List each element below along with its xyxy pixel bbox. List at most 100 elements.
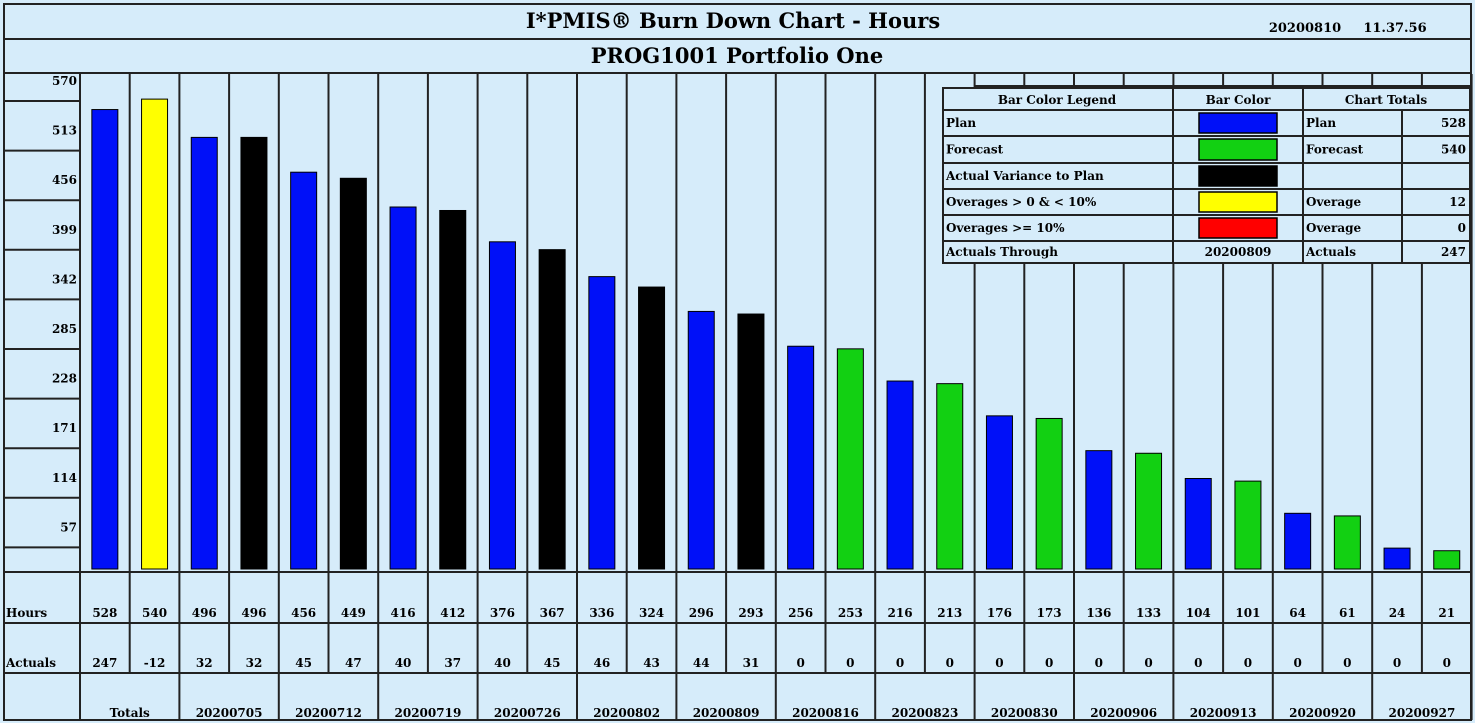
actuals-row-label: Actuals [5, 656, 56, 670]
hours-value: 367 [540, 606, 565, 620]
actuals-value: 0 [1144, 656, 1152, 670]
hours-value: 253 [838, 606, 863, 620]
bar [339, 177, 367, 570]
actuals-value: 31 [743, 656, 760, 670]
hours-value: 101 [1235, 606, 1260, 620]
period-label: 20200809 [693, 706, 760, 720]
legend-total-label: Plan [1306, 116, 1336, 130]
actuals-value: 0 [995, 656, 1003, 670]
legend-table: Bar Color Legend Bar Color Chart Totals … [942, 87, 1471, 264]
hours-value: 173 [1037, 606, 1062, 620]
hours-value: 216 [888, 606, 913, 620]
hours-value: 528 [92, 606, 117, 620]
chart-subtitle: PROG1001 Portfolio One [591, 43, 883, 68]
actuals-value: 0 [946, 656, 954, 670]
bar [389, 206, 417, 570]
legend-swatch [1198, 112, 1278, 134]
hours-value: 256 [788, 606, 813, 620]
period-label: 20200906 [1090, 706, 1157, 720]
legend-header-totals: Chart Totals [1345, 93, 1428, 107]
hours-value: 136 [1086, 606, 1111, 620]
bar [1135, 452, 1163, 570]
y-tick-label: 342 [52, 272, 77, 286]
bar [91, 109, 119, 570]
hours-value: 449 [341, 606, 366, 620]
bar [1333, 515, 1361, 570]
hours-value: 412 [440, 606, 465, 620]
chart-title: I*PMIS® Burn Down Chart - Hours [526, 8, 940, 33]
legend-through-label: Actuals Through [945, 245, 1058, 259]
actuals-value: 45 [544, 656, 561, 670]
hours-value: 24 [1389, 606, 1406, 620]
hours-value: 213 [937, 606, 962, 620]
actuals-value: 0 [1244, 656, 1252, 670]
hours-value: 416 [391, 606, 416, 620]
bar [1433, 550, 1461, 570]
actuals-value: 0 [1293, 656, 1301, 670]
bar [936, 383, 964, 570]
y-tick-label: 57 [60, 520, 77, 534]
legend-total-value: 540 [1441, 143, 1466, 157]
legend-actuals-label: Actuals [1305, 245, 1356, 259]
hours-value: 61 [1339, 606, 1356, 620]
actuals-value: 44 [693, 656, 710, 670]
bar [687, 310, 715, 570]
legend-swatch [1198, 138, 1278, 161]
bar [1035, 417, 1063, 570]
legend-grid [943, 88, 1470, 263]
actuals-value: 32 [246, 656, 263, 670]
actuals-value: 0 [1393, 656, 1401, 670]
period-label: 20200927 [1389, 706, 1456, 720]
hours-value: 176 [987, 606, 1012, 620]
hours-value: 64 [1289, 606, 1306, 620]
hours-value: 540 [142, 606, 167, 620]
hours-value: 21 [1438, 606, 1455, 620]
legend-total-label: Overage [1306, 221, 1362, 235]
period-label: 20200802 [593, 706, 660, 720]
legend-rows: Plan Plan 528 Forecast Forecast 540 Actual Var… [945, 112, 1466, 239]
legend-header-color: Bar Color [1206, 93, 1272, 107]
y-tick-label: 456 [52, 173, 77, 187]
actuals-value: 0 [846, 656, 854, 670]
bar [290, 171, 318, 570]
actuals-value: 37 [444, 656, 461, 670]
legend-swatch [1198, 191, 1278, 213]
period-label: 20200816 [792, 706, 859, 720]
period-label: 20200920 [1289, 706, 1356, 720]
hours-value: 104 [1186, 606, 1211, 620]
legend-total-value: 12 [1449, 195, 1466, 209]
hours-value: 293 [738, 606, 763, 620]
period-label: 20200719 [395, 706, 462, 720]
y-tick-label: 570 [52, 74, 77, 88]
y-tick-label: 171 [52, 421, 77, 435]
actuals-value: 40 [395, 656, 412, 670]
legend-actuals-value: 247 [1441, 245, 1466, 259]
legend-through-value: 20200809 [1205, 245, 1272, 259]
bar [1284, 512, 1312, 570]
bar [190, 136, 218, 570]
legend-total-value: 528 [1441, 116, 1466, 130]
bar [1234, 480, 1262, 570]
bar [538, 249, 566, 570]
y-tick-label: 285 [52, 322, 77, 336]
actuals-value: 46 [593, 656, 610, 670]
actuals-value: 0 [796, 656, 804, 670]
legend-swatch [1198, 165, 1278, 187]
report-date: 20200810 [1269, 21, 1341, 36]
period-label: 20200712 [295, 706, 362, 720]
y-tick-label: 114 [52, 471, 77, 485]
legend-total-label: Forecast [1306, 143, 1364, 157]
bar [1184, 478, 1212, 570]
y-axis: 57 114 171 228 285 342 399 456 513 570 [52, 74, 77, 534]
hours-value: 336 [589, 606, 614, 620]
bar [737, 313, 765, 570]
bar [141, 98, 169, 570]
bar [1085, 450, 1113, 570]
period-label: 20200830 [991, 706, 1058, 720]
hours-value: 456 [291, 606, 316, 620]
actuals-value: 0 [1095, 656, 1103, 670]
actuals-value: 0 [1194, 656, 1202, 670]
actuals-value: 0 [1343, 656, 1351, 670]
hours-value: 324 [639, 606, 664, 620]
